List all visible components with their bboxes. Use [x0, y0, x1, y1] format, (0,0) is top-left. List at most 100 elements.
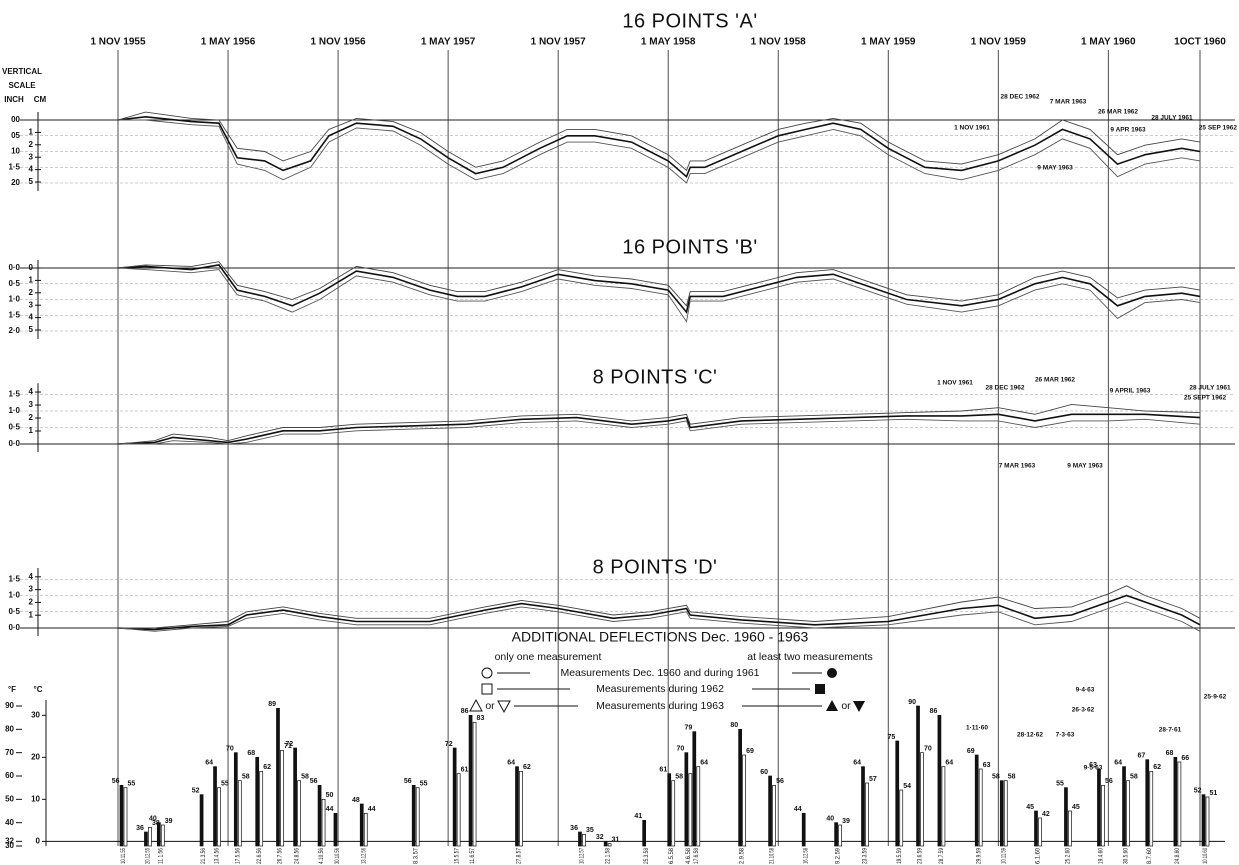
bar: [123, 787, 128, 847]
data-label: 86: [930, 708, 938, 715]
bar: [519, 770, 523, 847]
bar: [895, 740, 900, 847]
line-series: [117, 261, 1201, 307]
y2-tick-label: 0: [36, 836, 41, 845]
bar: [333, 812, 338, 847]
y2-tick-label: 3: [29, 152, 34, 161]
y-tick-label: 1·0: [8, 406, 20, 415]
data-label: 64: [205, 760, 213, 767]
annotation: 25·9·62: [1204, 694, 1227, 701]
y-tick-label: 30: [5, 841, 14, 850]
y2-tick-label: 2: [29, 288, 34, 297]
x-tick-label: 1 NOV 1959: [971, 37, 1026, 48]
data-label: 64: [700, 760, 708, 767]
x-tick-label: 1 MAY 1958: [641, 37, 696, 48]
x-tick-label: 22.1.58: [605, 847, 611, 864]
data-label: 68: [247, 750, 255, 757]
bar: [1122, 766, 1126, 847]
y-tick-label: 0·5: [8, 423, 20, 432]
data-label: 64: [1114, 760, 1122, 767]
data-label: 70: [924, 746, 932, 753]
data-label: 62: [263, 764, 271, 771]
bar: [213, 766, 217, 847]
annotation: 1 NOV 1961: [954, 125, 990, 132]
bar: [738, 728, 742, 847]
bar: [199, 794, 204, 847]
bar: [456, 773, 461, 847]
annotation: 26·3·62: [1072, 707, 1095, 714]
data-label: 39: [842, 818, 850, 825]
x-tick-label: 24.8.60: [1175, 847, 1181, 864]
y-tick-label: 0·0: [8, 439, 20, 448]
bar: [801, 812, 806, 847]
bar: [692, 731, 697, 847]
scale-label: VERTICAL: [2, 67, 42, 76]
data-label: 55: [128, 781, 136, 788]
line-series: [117, 403, 1201, 445]
annotation: 25 SEPT 1962: [1184, 395, 1227, 402]
data-label: 62: [523, 764, 531, 771]
y-tick-label: 10: [11, 147, 20, 156]
bar: [1205, 796, 1210, 847]
bar: [411, 784, 416, 847]
y-tick-label: 80: [5, 724, 14, 733]
y-tick-label: 05: [11, 131, 20, 140]
bar: [937, 714, 942, 847]
bar: [276, 707, 280, 847]
x-tick-label: 28.7.59: [939, 847, 945, 864]
data-label: 55: [221, 781, 229, 788]
bar: [578, 831, 582, 847]
bar: [233, 752, 238, 847]
x-tick-label: 10.10.60: [1203, 848, 1209, 864]
annotation: 28 JULY 1961: [1151, 115, 1193, 122]
y-tick-label: 0·0: [8, 263, 20, 272]
y2-tick-label: 4: [29, 572, 34, 581]
annotation: 28·12·62: [1017, 732, 1043, 739]
y2-tick-label: 4: [29, 387, 34, 396]
unit-label: °C: [34, 685, 43, 694]
data-label: 44: [326, 806, 334, 813]
bar: [1097, 768, 1101, 847]
annotation: 9 APRIL 1963: [1110, 388, 1151, 395]
line-series: [117, 413, 1201, 445]
data-label: 56: [310, 778, 318, 785]
legend-symbol: [497, 700, 511, 714]
data-label: 55: [1056, 781, 1064, 788]
data-label: 71: [284, 743, 292, 750]
x-tick-label: 10.11.59: [1001, 848, 1007, 864]
data-label: 60: [760, 769, 768, 776]
y-tick-label: 1·0: [8, 295, 20, 304]
legend: ADDITIONAL DEFLECTIONS Dec. 1960 - 1963 …: [469, 629, 873, 714]
bar: [920, 752, 924, 847]
chart-title: 16 POINTS 'B': [622, 236, 757, 258]
data-label: 39: [165, 818, 173, 825]
bar: [834, 822, 838, 847]
y-tick-label: 2·0: [8, 326, 20, 335]
line-series: [117, 264, 1201, 314]
x-tick-label: 1 MAY 1956: [201, 37, 256, 48]
x-tick-label: 1 MAY 1959: [861, 37, 916, 48]
annotation: 9·4·63: [1076, 687, 1095, 694]
data-label: 63: [983, 762, 991, 769]
bar: [1034, 810, 1038, 847]
y2-tick-label: 3: [29, 300, 34, 309]
y-tick-label: 60: [5, 771, 14, 780]
y-tick-label: 1·5: [8, 310, 20, 319]
bar: [999, 780, 1004, 847]
data-label: 61: [461, 767, 469, 774]
data-label: 70: [226, 746, 234, 753]
y2-tick-label: 2: [29, 413, 34, 422]
x-tick-label: 4.10.56: [319, 847, 325, 864]
bar: [1201, 794, 1206, 847]
bar: [259, 770, 264, 847]
data-label: 52: [1194, 788, 1202, 795]
bar: [684, 752, 689, 847]
annotation: 28 JULY 1961: [1189, 385, 1231, 392]
y2-tick-label: 1: [29, 276, 34, 285]
data-label: 62: [1153, 764, 1161, 771]
bar: [119, 784, 124, 847]
data-label: 52: [192, 788, 200, 795]
x-tick-label: 23.6.59: [918, 847, 924, 864]
bar: [671, 780, 676, 847]
